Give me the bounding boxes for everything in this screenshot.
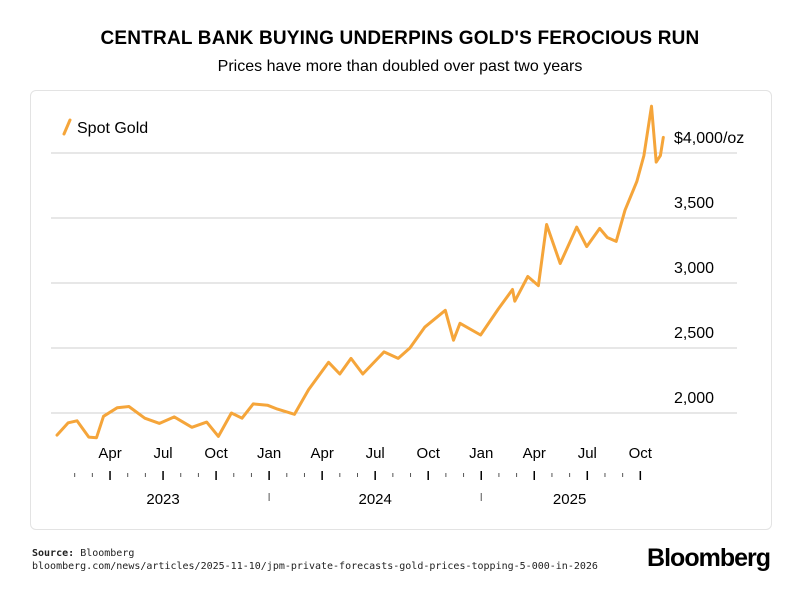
- legend: Spot Gold: [62, 118, 148, 137]
- source-url: bloomberg.com/news/articles/2025-11-10/j…: [32, 561, 598, 572]
- x-month-label-10: Oct: [629, 445, 653, 462]
- source-label: Source:: [32, 548, 75, 559]
- x-month-label-5: Jul: [366, 445, 385, 462]
- y-tick-label-2000: 2,000: [674, 390, 714, 407]
- chart-panel: 2,000 2,500 3,000 3,500 $4,000/oz Apr Jul Oct J…: [30, 90, 772, 530]
- x-year-label-2025: 2025: [553, 491, 586, 508]
- chart-title: CENTRAL BANK BUYING UNDERPINS GOLD'S FER…: [100, 28, 700, 49]
- x-year-label-2024: 2024: [358, 491, 391, 508]
- x-year-label-2023: 2023: [146, 491, 179, 508]
- source-note: Source: Bloomberg bloomberg.com/news/art…: [32, 547, 598, 573]
- x-month-label-6: Oct: [417, 445, 441, 462]
- x-month-label-2: Oct: [204, 445, 228, 462]
- x-month-label-3: Jan: [257, 445, 281, 462]
- x-month-label-9: Jul: [578, 445, 597, 462]
- source-name: Bloomberg: [80, 548, 135, 559]
- x-axis: Apr Jul Oct Jan Apr Jul Oct Jan Apr Jul Oct 2023 202…: [74, 445, 653, 508]
- chart-subtitle: Prices have more than doubled over past …: [217, 58, 583, 75]
- y-tick-label-3000: 3,000: [674, 260, 714, 277]
- legend-label-spot-gold: Spot Gold: [77, 120, 148, 137]
- y-tick-label-3500: 3,500: [674, 195, 714, 212]
- gold-price-chart: 2,000 2,500 3,000 3,500 $4,000/oz Apr Jul Oct J…: [51, 104, 744, 508]
- legend-swatch: [62, 118, 72, 136]
- y-tick-label-4000: $4,000/oz: [674, 130, 744, 147]
- y-tick-label-2500: 2,500: [674, 325, 714, 342]
- x-month-label-0: Apr: [98, 445, 121, 462]
- x-month-label-1: Jul: [153, 445, 172, 462]
- series-layer: [55, 104, 665, 440]
- series-line-spot-gold: [55, 104, 665, 440]
- bloomberg-logo: Bloomberg: [647, 544, 771, 572]
- y-axis-ticks: 2,000 2,500 3,000 3,500 $4,000/oz: [674, 130, 744, 407]
- x-month-label-4: Apr: [310, 445, 333, 462]
- x-month-label-8: Apr: [523, 445, 546, 462]
- x-month-label-7: Jan: [469, 445, 493, 462]
